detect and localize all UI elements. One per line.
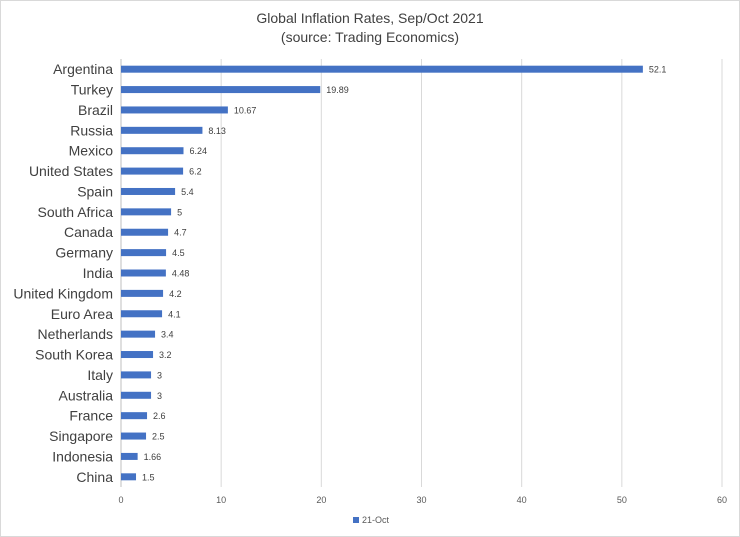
category-label: United States	[29, 163, 113, 179]
data-label: 3	[157, 370, 162, 380]
bar	[121, 432, 147, 440]
category-label: South Africa	[38, 204, 114, 220]
category-label: Indonesia	[52, 448, 113, 464]
bar	[121, 126, 203, 134]
bar	[121, 65, 643, 73]
category-label: Italy	[87, 367, 113, 383]
data-label: 19.89	[326, 85, 349, 95]
category-label: India	[83, 265, 114, 281]
data-label: 4.1	[168, 309, 181, 319]
data-label: 1.66	[144, 452, 162, 462]
chart-subtitle: (source: Trading Economics)	[281, 29, 459, 45]
data-label: 4.7	[174, 228, 187, 238]
category-label: United Kingdom	[13, 285, 113, 301]
data-label: 10.67	[234, 105, 257, 115]
bar	[121, 167, 184, 175]
data-label: 1.5	[142, 472, 155, 482]
category-label: Euro Area	[51, 306, 113, 322]
category-label: Argentina	[53, 61, 113, 77]
legend: 21-Oct	[353, 515, 390, 525]
category-label: Mexico	[69, 143, 114, 159]
category-label: Australia	[59, 387, 114, 403]
bar	[121, 351, 154, 359]
bar	[121, 452, 138, 460]
bar	[121, 147, 184, 155]
data-label: 3.4	[161, 330, 174, 340]
data-label: 6.2	[189, 167, 202, 177]
data-label: 3.2	[159, 350, 172, 360]
x-tick-label: 20	[316, 495, 326, 505]
bar	[121, 208, 172, 216]
x-tick-label: 0	[118, 495, 123, 505]
data-label: 3	[157, 391, 162, 401]
data-label: 5	[177, 207, 182, 217]
x-tick-label: 60	[717, 495, 727, 505]
bar	[121, 473, 137, 481]
category-label: Singapore	[49, 428, 113, 444]
x-tick-label: 10	[216, 495, 226, 505]
data-label: 4.2	[169, 289, 182, 299]
data-label: 4.48	[172, 269, 190, 279]
x-tick-label: 30	[416, 495, 426, 505]
category-label: China	[76, 469, 113, 485]
data-label: 4.5	[172, 248, 185, 258]
legend-label: 21-Oct	[362, 515, 390, 525]
category-label: Germany	[55, 245, 113, 261]
bar	[121, 330, 156, 338]
legend-swatch	[353, 517, 359, 523]
category-label: Russia	[70, 122, 113, 138]
bar	[121, 412, 148, 420]
x-tick-label: 40	[517, 495, 527, 505]
chart-title: Global Inflation Rates, Sep/Oct 2021	[256, 10, 483, 26]
data-label: 2.6	[153, 411, 166, 421]
bar	[121, 228, 169, 236]
data-label: 52.1	[649, 65, 667, 75]
data-label: 2.5	[152, 432, 165, 442]
data-label: 5.4	[181, 187, 194, 197]
category-label: Canada	[64, 224, 113, 240]
category-label: Netherlands	[38, 326, 114, 342]
bar	[121, 391, 152, 399]
bar	[121, 249, 167, 257]
bar	[121, 106, 228, 114]
category-label: Brazil	[78, 102, 113, 118]
category-label: Spain	[77, 183, 113, 199]
data-label: 8.13	[208, 126, 226, 136]
bar	[121, 187, 176, 195]
category-label: France	[69, 408, 113, 424]
category-label: Turkey	[71, 82, 113, 98]
bar	[121, 86, 321, 94]
bar	[121, 310, 163, 318]
x-tick-label: 50	[617, 495, 627, 505]
data-label: 6.24	[190, 146, 208, 156]
bar	[121, 371, 152, 379]
bar	[121, 269, 166, 277]
category-label: South Korea	[35, 347, 113, 363]
bar	[121, 289, 164, 297]
